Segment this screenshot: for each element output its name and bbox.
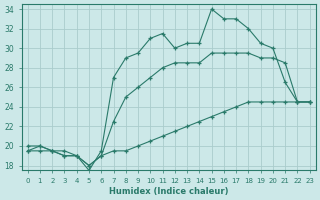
X-axis label: Humidex (Indice chaleur): Humidex (Indice chaleur) [109,187,228,196]
